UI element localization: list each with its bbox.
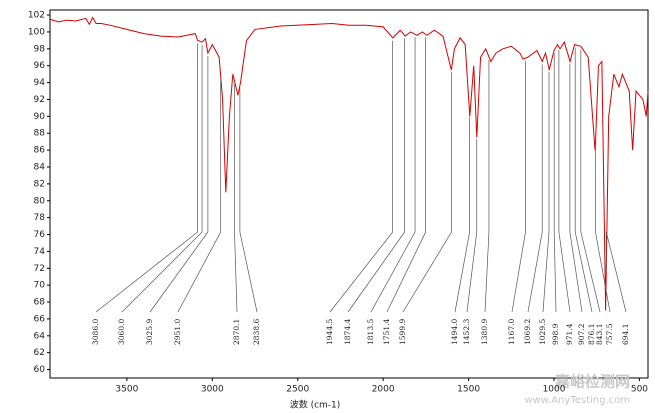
- peak-label: 1380.9: [480, 319, 489, 345]
- peak-leader: [484, 59, 490, 313]
- peak-leader: [234, 84, 238, 313]
- watermark: 嘉峪检测网: [554, 373, 630, 391]
- x-tick-label: 500: [631, 385, 648, 395]
- peak-leader: [511, 61, 526, 313]
- peak-label: 1069.2: [523, 319, 532, 345]
- y-tick-label: 80: [34, 196, 46, 206]
- peak-label: 1599.9: [398, 319, 407, 345]
- x-tick-label: 1500: [457, 385, 480, 395]
- x-tick-label: 1000: [543, 385, 566, 395]
- y-tick-label: 74: [34, 247, 46, 257]
- y-tick-label: 82: [34, 179, 45, 189]
- peak-label: 843.1: [595, 324, 604, 345]
- peak-leader: [454, 116, 470, 313]
- y-tick-label: 94: [34, 78, 46, 88]
- peak-leader: [595, 146, 611, 313]
- peak-label: 1029.5: [538, 319, 547, 345]
- peak-label: 3086.0: [91, 319, 100, 345]
- peak-leader: [239, 88, 258, 313]
- y-tick-label: 72: [34, 264, 45, 274]
- peak-label: 1751.4: [382, 319, 391, 345]
- y-tick-label: 78: [34, 213, 46, 223]
- x-tick-label: 3500: [115, 385, 138, 395]
- y-tick-label: 84: [34, 162, 46, 172]
- peak-leader: [370, 37, 416, 313]
- peak-label: 876.1: [587, 324, 596, 345]
- peak-leader: [542, 71, 550, 313]
- peak-leader: [177, 79, 222, 313]
- y-tick-label: 68: [34, 298, 46, 308]
- peak-label: 907.2: [577, 323, 586, 345]
- y-tick-label: 64: [34, 331, 46, 341]
- x-axis-label: 波数 (cm-1): [290, 399, 341, 411]
- y-tick-label: 100: [28, 27, 45, 37]
- peak-leader: [580, 49, 601, 313]
- peak-leader: [574, 47, 593, 313]
- watermark: www.AnyTesting.com: [524, 395, 630, 406]
- peak-leader: [386, 37, 426, 313]
- peak-label: 1452.3: [462, 319, 471, 345]
- peak-label: 1944.5: [325, 319, 334, 345]
- x-tick-label: 2500: [286, 385, 309, 395]
- y-tick-label: 60: [34, 365, 46, 375]
- y-tick-label: 90: [34, 112, 46, 122]
- peak-label: 2870.1: [232, 319, 241, 345]
- peak-label: 3060.0: [117, 319, 126, 345]
- spectrum-line: [49, 16, 649, 311]
- y-tick-label: 62: [34, 348, 45, 358]
- peak-label: 1494.0: [450, 319, 459, 345]
- peak-label: 1874.4: [343, 319, 352, 345]
- peak-leader: [466, 139, 478, 313]
- peak-leader: [569, 63, 583, 313]
- x-tick-label: 3000: [201, 385, 224, 395]
- plot-frame: [49, 9, 649, 379]
- peak-leader: [95, 43, 198, 313]
- peak-leader: [402, 71, 452, 313]
- y-tick-label: 98: [34, 44, 46, 54]
- peak-label: 2951.0: [173, 319, 182, 345]
- y-tick-label: 96: [34, 61, 46, 71]
- peak-leader: [149, 56, 209, 313]
- y-tick-label: 88: [34, 129, 46, 139]
- y-tick-label: 92: [34, 95, 45, 105]
- y-tick-label: 102: [28, 11, 45, 21]
- x-tick-label: 2000: [372, 385, 395, 395]
- peak-label: 757.5: [605, 323, 614, 345]
- peak-label: 998.9: [551, 323, 560, 345]
- peak-leader: [347, 38, 405, 313]
- peak-leader: [558, 50, 571, 313]
- peak-label: 2838.6: [252, 319, 261, 345]
- peak-leader: [527, 64, 543, 313]
- peak-leader: [329, 40, 394, 313]
- y-tick-label: 86: [34, 146, 46, 156]
- y-tick-label: 76: [34, 230, 46, 240]
- peak-label: 1813.5: [366, 319, 375, 345]
- peak-label: 1167.0: [507, 319, 516, 345]
- peak-label: 971.4: [565, 323, 574, 345]
- peak-leader: [605, 231, 627, 313]
- peak-label: 3025.9: [145, 319, 154, 345]
- y-tick-label: 70: [34, 281, 46, 291]
- peak-leader: [553, 53, 557, 313]
- peak-label: 694.1: [621, 324, 630, 345]
- y-tick-label: 66: [34, 314, 46, 324]
- peak-leader: [121, 45, 203, 313]
